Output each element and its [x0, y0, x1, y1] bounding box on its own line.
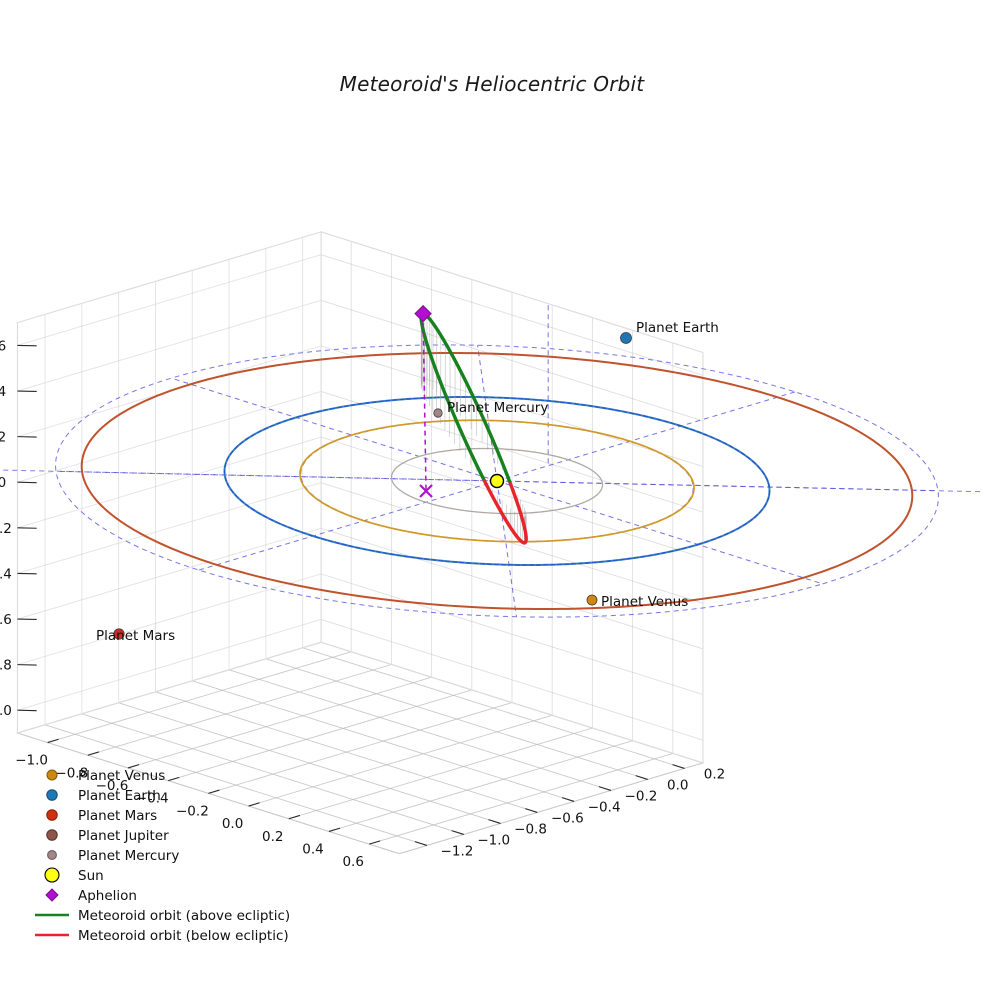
legend-marker-planet-mercury	[47, 850, 57, 860]
ytick-6: 0.0	[667, 777, 688, 793]
planet-orbits-group	[80, 351, 914, 611]
ztick-2: 0.2	[0, 430, 6, 446]
ytick-0: −1.2	[441, 843, 474, 859]
ytick-1: −1.0	[477, 832, 510, 848]
ytick-5: −0.2	[625, 788, 658, 804]
legend-label-planet-earth[interactable]: Planet Earth	[78, 788, 161, 804]
legend-marker-aphelion	[45, 888, 59, 902]
legend-marker-planet-earth	[46, 789, 58, 801]
ytick-3: −0.6	[551, 810, 584, 826]
ytick-2: −0.8	[514, 821, 547, 837]
legend-marker-planet-venus	[46, 769, 58, 781]
legend-group: Planet Venus Planet Earth Planet Mars Plane…	[35, 768, 290, 944]
ztick-8: −1.0	[0, 703, 12, 719]
legend-label-sun[interactable]: Sun	[78, 868, 104, 884]
xtick-4: −0.2	[176, 803, 209, 819]
legend-label-planet-mars[interactable]: Planet Mars	[78, 808, 157, 824]
xtick-6: 0.2	[262, 829, 283, 845]
page-title: Meteoroid's Heliocentric Orbit	[339, 72, 645, 96]
polar-grid-group	[0, 303, 984, 618]
xtick-0: −1.0	[15, 753, 48, 769]
annotation-planet-mars: Planet Mars	[96, 628, 175, 644]
marker-planet-mars	[113, 628, 125, 640]
legend-label-planet-jupiter[interactable]: Planet Jupiter	[78, 828, 169, 844]
aphelion-marker	[414, 304, 432, 323]
annotation-labels-group: Planet Earth Planet Mercury Planet Venus Pl…	[96, 320, 719, 644]
xtick-3: −0.4	[136, 791, 169, 807]
xtick-2: −0.6	[96, 778, 129, 794]
annotation-planet-venus: Planet Venus	[601, 594, 688, 610]
xtick-7: 0.4	[302, 841, 323, 857]
legend-marker-sun	[44, 867, 60, 883]
axis-ticks-group: −1.0−0.8−0.6−0.4−0.20.00.20.40.6−1.2−1.0…	[0, 338, 725, 870]
annotation-planet-earth: Planet Earth	[636, 320, 719, 336]
legend-marker-planet-mars	[46, 809, 58, 821]
marker-planet-venus	[586, 594, 598, 606]
ztick-7: −0.8	[0, 658, 12, 674]
sun-marker	[489, 473, 505, 489]
legend-label-aphelion[interactable]: Aphelion	[78, 888, 137, 904]
ztick-1: 0.4	[0, 384, 6, 400]
legend-label-planet-mercury[interactable]: Planet Mercury	[78, 848, 179, 864]
marker-planet-mercury	[433, 408, 443, 418]
xtick-5: 0.0	[222, 816, 243, 832]
xtick-1: −0.8	[55, 765, 88, 781]
xtick-8: 0.6	[342, 854, 363, 870]
ztick-0: 0.6	[0, 338, 6, 354]
marker-planet-earth	[620, 332, 632, 344]
body-markers-group	[113, 304, 632, 640]
legend-label-meteoroid-orbit-above-ecliptic[interactable]: Meteoroid orbit (above ecliptic)	[78, 908, 290, 924]
legend-marker-planet-jupiter	[46, 829, 58, 841]
ztick-6: −0.6	[0, 612, 12, 628]
ytick-7: 0.2	[704, 766, 725, 782]
ztick-3: 0.0	[0, 475, 6, 491]
aphelion-projection-marker	[419, 484, 433, 498]
legend-label-planet-venus[interactable]: Planet Venus	[78, 768, 165, 784]
annotation-planet-mercury: Planet Mercury	[447, 400, 548, 416]
ztick-4: −0.2	[0, 521, 12, 537]
ytick-4: −0.4	[588, 799, 621, 815]
axis-panes-group	[15, 231, 705, 855]
ztick-5: −0.4	[0, 566, 12, 582]
legend-label-meteoroid-orbit-below-ecliptic[interactable]: Meteoroid orbit (below ecliptic)	[78, 928, 289, 944]
